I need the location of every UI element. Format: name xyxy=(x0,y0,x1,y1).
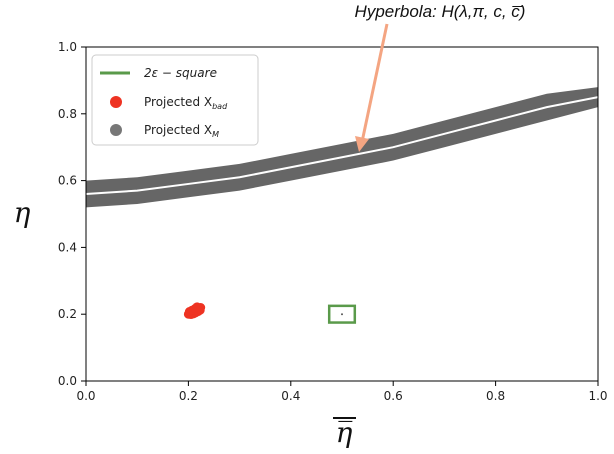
legend-xbad-text: Projected X xyxy=(144,95,212,109)
xm-band xyxy=(86,87,598,208)
axes-frame xyxy=(85,46,599,382)
y-tick-label: 0.2 xyxy=(58,307,77,321)
legend-frame xyxy=(91,54,259,146)
xbad-point xyxy=(192,302,202,312)
x-tick-label: 0.2 xyxy=(179,389,198,403)
x-tick-label: 0.4 xyxy=(281,389,300,403)
epsilon-square xyxy=(327,304,357,324)
hyperbola-curve xyxy=(85,96,599,195)
legend-square-label: 2ε − square xyxy=(144,66,217,80)
legend-xm-text: Projected X xyxy=(144,123,212,137)
legend-xbad-swatch xyxy=(110,96,122,108)
plot-area xyxy=(85,46,599,382)
x-tick-label: 0.0 xyxy=(76,389,95,403)
legend-xm-subscript: M xyxy=(212,130,219,139)
epsilon-square-center xyxy=(341,313,343,316)
x-axis-title: η̅ xyxy=(336,416,353,449)
y-tick-label: 0.8 xyxy=(58,107,77,121)
axis-ticks: 0.0 0.2 0.4 0.6 0.8 1.0 0.0 0.2 0.4 0.6 0.8 1.0 xyxy=(58,40,608,403)
legend-xm-swatch xyxy=(110,124,122,136)
y-tick-label: 0.0 xyxy=(58,374,77,388)
annotation-arrow-line xyxy=(360,23,389,143)
annotation-arrowhead xyxy=(355,136,369,152)
legend-xbad-label: Projected Xbad xyxy=(144,95,228,111)
x-tick-label: 0.8 xyxy=(486,389,505,403)
y-tick-label: 1.0 xyxy=(58,40,77,54)
legend-xm-label: Projected XM xyxy=(144,123,219,139)
y-tick-label: 0.6 xyxy=(58,174,77,188)
x-tick-label: 0.6 xyxy=(384,389,403,403)
y-tick-label: 0.4 xyxy=(58,240,77,254)
legend: 2ε − square Projected Xbad Projected XM xyxy=(91,54,259,146)
y-axis-title: η xyxy=(14,196,31,229)
annotation-label: Hyperbola: H(λ,π, c, c̅) xyxy=(355,2,526,21)
x-tick-label: 1.0 xyxy=(588,389,607,403)
legend-xbad-subscript: bad xyxy=(212,102,228,111)
